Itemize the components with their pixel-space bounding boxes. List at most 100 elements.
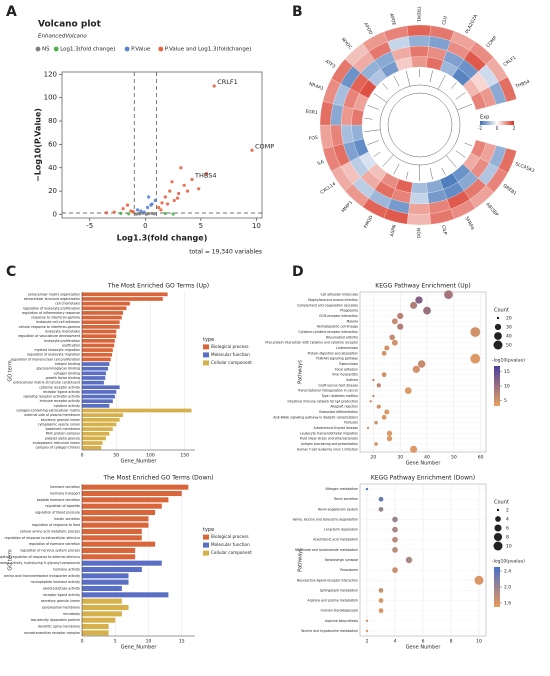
gene-label: FMOD	[363, 214, 375, 229]
point	[135, 208, 140, 212]
point	[139, 209, 143, 213]
x-tick-label: 0	[81, 639, 84, 645]
gene-label: EGR1	[305, 109, 318, 116]
bar	[82, 352, 113, 357]
dendrogram-branch	[464, 142, 473, 147]
category-label: leukocyte proliferation	[44, 339, 80, 343]
x-tick-label: 0	[143, 222, 147, 230]
category-label: regulation of leukocyte proliferation	[23, 306, 80, 310]
size-legend-label: 8	[506, 535, 509, 541]
point	[177, 191, 181, 196]
bar	[82, 560, 162, 566]
dot	[389, 334, 395, 341]
bar	[82, 484, 189, 490]
bar	[82, 503, 162, 509]
legend-swatch	[203, 542, 209, 548]
bar	[82, 403, 110, 408]
dot	[378, 496, 384, 502]
gene-label: TREM1	[415, 6, 421, 23]
bar	[82, 329, 117, 334]
legend-swatch	[203, 550, 209, 556]
x-tick-label: 50	[113, 453, 119, 459]
category-label: Valine, leucine and isoleucine degradati…	[292, 517, 358, 521]
size-legend-label: 20	[506, 316, 512, 322]
category-label: receptor ligand activity	[43, 593, 80, 597]
bar	[82, 541, 156, 547]
gene-label: CILP	[440, 225, 448, 236]
point-label: THBS4	[194, 171, 216, 179]
colorbar-tick-label: 5	[504, 398, 507, 404]
category-label: extracellular matrix organization	[28, 292, 80, 296]
size-legend-label: 10	[506, 544, 512, 550]
category-label: low-density lipoprotein particle	[31, 618, 80, 622]
x-tick-label: 4	[394, 639, 397, 645]
bar	[82, 371, 106, 376]
size-legend-dot	[494, 524, 502, 532]
colorbar-tick-label: -2	[478, 126, 482, 131]
dot	[378, 608, 384, 614]
category-label: Allograft rejection	[330, 405, 358, 409]
category-label: cell chemotaxis	[55, 302, 80, 306]
dendrogram-branch	[364, 129, 381, 132]
colorbar-tick-label: 2	[513, 126, 516, 131]
category-label: Intestinal immune network for IgA produc…	[288, 399, 358, 403]
heatmap-cell	[340, 124, 354, 144]
bar	[82, 343, 115, 348]
bar	[82, 324, 120, 329]
point	[165, 202, 170, 206]
point-label: COMP	[255, 142, 274, 150]
gene-label: MMP3	[340, 200, 353, 214]
heatmap-cell	[409, 45, 429, 58]
legend-label: Biological process	[211, 344, 249, 349]
point	[125, 203, 130, 207]
bar	[82, 390, 117, 394]
category-label: Ovarian steroidogenesis	[321, 609, 359, 613]
gene-label: SFRP4	[463, 216, 475, 231]
dendrogram-ring	[379, 84, 461, 166]
bar	[82, 427, 113, 431]
gene-label: SLC45A3	[514, 161, 535, 174]
point	[190, 177, 194, 182]
dot	[365, 619, 369, 622]
dendrogram-branch	[437, 74, 446, 90]
category-label: receptor ligand activity	[43, 390, 80, 394]
gene-label: THBS4	[514, 79, 531, 91]
legend-title: type	[203, 527, 214, 533]
y-axis-label: GO term	[8, 549, 14, 570]
heatmap-cell	[406, 24, 431, 37]
dot	[391, 339, 398, 346]
bar	[82, 490, 182, 497]
dot	[423, 306, 431, 315]
category-label: Nicotinate and nicotinamide metabolism	[295, 548, 358, 552]
point	[160, 201, 164, 205]
y-tick-label: 0	[53, 210, 57, 218]
colorbar-tick-label: 1.6	[504, 601, 511, 607]
category-label: negative regulation of response to exter…	[0, 555, 80, 559]
legend-swatch	[53, 46, 59, 52]
y-tick-label: 60	[48, 140, 57, 148]
y-tick-label: 20	[48, 187, 57, 195]
point	[119, 211, 123, 215]
category-label: regulation of inflammatory response	[22, 311, 80, 315]
gene-label: ABI3BP	[484, 202, 499, 218]
legend-label: Molecular function	[211, 352, 250, 357]
category-label: glycosaminoglycan binding	[37, 367, 81, 371]
bar	[82, 509, 156, 516]
dot	[405, 556, 413, 564]
legend-label: Log1.3(fold change)	[60, 47, 115, 53]
bar	[82, 311, 124, 315]
x-axis-label: Gene Number	[406, 645, 442, 651]
dot	[415, 296, 423, 304]
legend-label: Cellular component	[211, 360, 252, 365]
size-legend-label: 2	[506, 508, 509, 514]
category-label: Hematopoietic cell lineage	[317, 325, 358, 329]
category-label: Pertussis	[344, 421, 358, 425]
point	[204, 172, 209, 176]
category-label: collagen binding	[54, 371, 80, 375]
dot	[381, 414, 387, 420]
point	[147, 195, 151, 199]
category-label: Phagosome	[340, 309, 358, 313]
point	[131, 209, 135, 214]
x-tick-label: 10	[146, 639, 152, 645]
